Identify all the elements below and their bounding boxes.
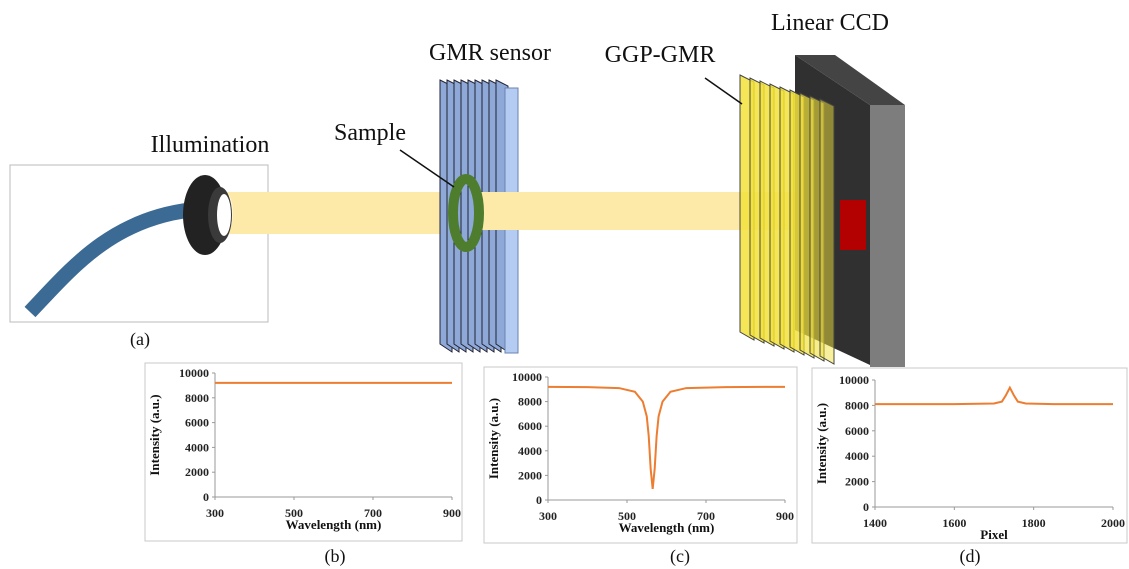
y-tick-label: 4000 xyxy=(845,449,869,463)
y-tick-label: 0 xyxy=(863,500,869,514)
gmr-sensor xyxy=(439,79,519,354)
y-tick-label: 8000 xyxy=(185,391,209,405)
data-line xyxy=(875,385,1113,406)
y-tick-label: 2000 xyxy=(518,468,542,482)
x-tick-label: 500 xyxy=(618,509,636,523)
y-tick-label: 0 xyxy=(203,490,209,504)
beam xyxy=(225,192,475,234)
x-tick-label: 700 xyxy=(697,509,715,523)
chart-frame xyxy=(144,362,463,542)
chart: 0 2000 4000 6000 8000 10000 300 500 700 900 Wavele… xyxy=(144,362,463,542)
y-tick-label: 6000 xyxy=(845,424,869,438)
x-tick-label: 1600 xyxy=(942,516,966,530)
chart: 0 2000 4000 6000 8000 10000 300 500 700 900 Wavele… xyxy=(483,366,798,544)
x-axis-label: Pixel xyxy=(980,527,1008,542)
y-tick-label: 0 xyxy=(536,493,542,507)
sample-ring xyxy=(448,174,484,252)
chart: 0 2000 4000 6000 8000 10000 1400 1600 1800 2000 Pi… xyxy=(811,367,1128,544)
connector-hole xyxy=(217,194,231,236)
arrow xyxy=(399,149,455,188)
y-tick-label: 4000 xyxy=(185,440,209,454)
label: GGP-GMR xyxy=(605,42,716,68)
panel-label: (d) xyxy=(960,546,981,567)
y-tick-label: 10000 xyxy=(512,370,542,384)
y-tick-label: 2000 xyxy=(845,475,869,489)
x-tick-label: 900 xyxy=(443,506,461,520)
data-line xyxy=(547,385,786,490)
label: Illumination xyxy=(151,132,270,158)
arrow xyxy=(704,77,743,105)
x-tick-label: 900 xyxy=(776,509,794,523)
label: Sample xyxy=(334,120,406,146)
x-tick-label: 1400 xyxy=(863,516,887,530)
y-tick-label: 8000 xyxy=(845,398,869,412)
x-tick-label: 500 xyxy=(285,506,303,520)
ggp-gmr xyxy=(739,74,835,365)
x-tick-label: 700 xyxy=(364,506,382,520)
y-axis-label: Intensity (a.u.) xyxy=(814,403,829,484)
y-tick-label: 10000 xyxy=(839,373,869,387)
panel-label: (a) xyxy=(130,329,150,350)
y-tick-label: 10000 xyxy=(179,366,209,380)
label: Linear CCD xyxy=(771,10,889,36)
y-axis-label: Intensity (a.u.) xyxy=(147,394,162,475)
x-tick-label: 300 xyxy=(206,506,224,520)
label: GMR sensor xyxy=(429,40,551,66)
chart-frame xyxy=(483,366,798,544)
x-axis-label: Wavelength (nm) xyxy=(286,517,382,532)
y-tick-label: 6000 xyxy=(185,416,209,430)
y-tick-label: 4000 xyxy=(518,444,542,458)
panel-label: (b) xyxy=(325,546,346,567)
x-tick-label: 1800 xyxy=(1022,516,1046,530)
y-tick-label: 2000 xyxy=(185,465,209,479)
chart-frame xyxy=(811,367,1128,544)
fiber xyxy=(24,202,191,318)
x-tick-label: 300 xyxy=(539,509,557,523)
x-tick-label: 2000 xyxy=(1101,516,1125,530)
y-axis-label: Intensity (a.u.) xyxy=(486,398,501,479)
y-tick-label: 6000 xyxy=(518,419,542,433)
x-axis-label: Wavelength (nm) xyxy=(619,520,715,535)
panel-label: (c) xyxy=(670,546,690,567)
y-tick-label: 8000 xyxy=(518,395,542,409)
